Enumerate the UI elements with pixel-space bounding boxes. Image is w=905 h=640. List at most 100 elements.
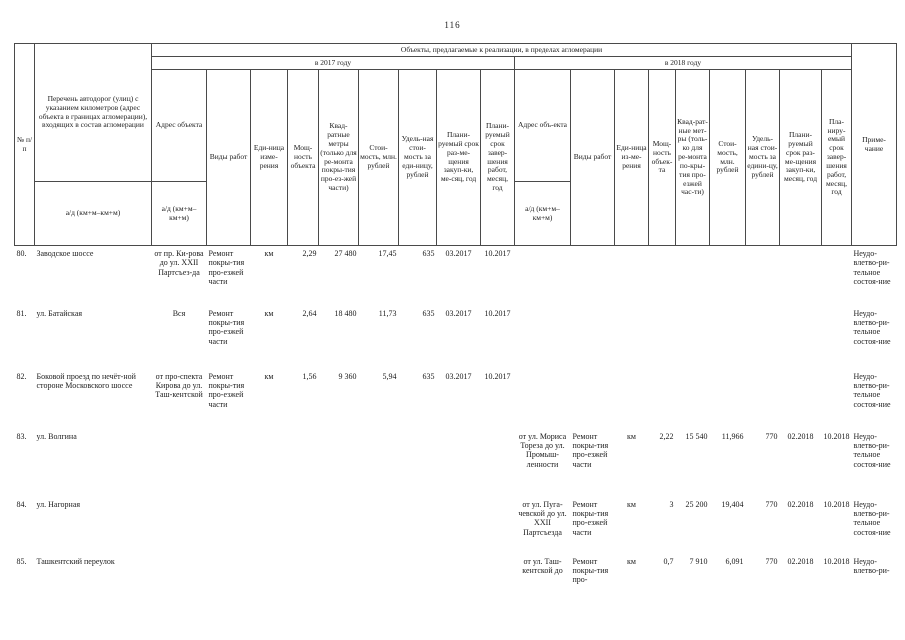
header-year-2017: в 2017 году (151, 56, 515, 70)
roads-table: № п/п Перечень автодорог (улиц) с указан… (14, 43, 898, 640)
table-cell: Боковой проезд по нечёт-ной стороне Моск… (36, 371, 136, 390)
table-cell: Ремонт покры-тия про-езжей части (208, 371, 245, 409)
table-cell (676, 246, 710, 306)
col-header-capacity-2018: Мощ-ность объек-та (648, 69, 676, 246)
table-cell: 10.2017 (484, 371, 511, 381)
table-cell: 03.2017 (445, 371, 472, 381)
table-cell: 770 (765, 499, 778, 509)
table-cell (615, 306, 649, 369)
table-row: 85. Ташкентский переулок от ул. Таш-кентск… (15, 554, 897, 640)
table-cell: 81. (16, 308, 27, 318)
table-cell: 9 360 (338, 371, 357, 381)
table-cell: Ташкентский переулок (36, 556, 115, 566)
table-cell: Вся (172, 308, 186, 318)
table-cell (399, 429, 437, 497)
table-header: № п/п Перечень автодорог (улиц) с указан… (14, 43, 898, 246)
table-cell (251, 497, 288, 554)
table-cell (649, 246, 676, 306)
table-cell (152, 497, 207, 554)
table-cell: от про-спекта Кирова до ул. Таш-кентской (155, 371, 203, 400)
table-cell: 02.2018 (787, 431, 814, 441)
table-cell (515, 306, 571, 369)
table-row: 80. Заводское шоссе от пр. Ки-рова до ул. … (15, 246, 897, 306)
table-cell (152, 554, 207, 640)
col-header-address-sub-2018: а/д (км+м–км+м) (514, 181, 571, 246)
page-number: 116 (444, 20, 461, 30)
table-cell: 10.2017 (484, 249, 511, 258)
table-cell: 85. (16, 556, 27, 566)
table-cell (481, 497, 515, 554)
table-cell (615, 246, 649, 306)
table-cell (207, 554, 251, 640)
table-cell: Ремонт покры-тия про-езжей части (208, 308, 245, 346)
table-cell (399, 554, 437, 640)
table-cell: 02.2018 (787, 499, 814, 509)
col-header-completion-2018: Пла-ниру-емый срок завер-шения работ, ме… (820, 69, 853, 246)
col-header-address-2018: Адрес объ-екта (514, 69, 571, 182)
table-cell: км (264, 371, 274, 381)
header-row-objects: № п/п Перечень автодорог (улиц) с указан… (14, 43, 898, 246)
table-cell: Неудо-влетво-ри-тельное состоя-ние (853, 371, 891, 409)
table-cell: ул. Батайская (36, 308, 83, 318)
col-header-unitcost-2018: Удель-ная стои-мость за едини-цу, рублей (745, 69, 780, 246)
table-cell: 03.2017 (445, 308, 472, 318)
table-body: 80. Заводское шоссе от пр. Ки-рова до ул. … (15, 246, 897, 640)
table-cell (359, 554, 399, 640)
table-cell (437, 497, 481, 554)
table-cell (676, 369, 710, 429)
table-cell (437, 429, 481, 497)
table-cell: от ул. Таш-кентской до (522, 556, 563, 575)
table-cell (288, 554, 319, 640)
table-cell (571, 369, 615, 429)
col-header-sqm-2017: Квад-ратные метры (только для ре-монта п… (318, 69, 359, 246)
table-cell: 10.2018 (823, 499, 850, 509)
table-cell (710, 306, 746, 369)
table-cell: ул. Нагорная (36, 499, 81, 509)
col-header-unit-2018: Еди-ница из-ме-рения (614, 69, 649, 246)
table-cell: 6,091 (725, 556, 744, 566)
col-header-unitcost-2017: Удель-ная стои-мость за еди-ницу, рублей (398, 69, 437, 246)
table-cell: 27 480 (334, 249, 357, 258)
col-header-cost-2018: Стои-мость, млн. рублей (709, 69, 746, 246)
table-cell (437, 554, 481, 640)
table-cell: км (264, 249, 274, 258)
table-cell: км (264, 308, 274, 318)
table-cell (152, 429, 207, 497)
table-cell: от пр. Ки-рова до ул. XXII Партсъез-да (154, 249, 204, 277)
table-cell (822, 369, 852, 429)
table-cell (780, 306, 822, 369)
table-cell (746, 369, 780, 429)
header-row-columns: Адрес объекта Виды работ Еди-ница изме-р… (15, 69, 897, 246)
table-cell (251, 429, 288, 497)
table-cell (207, 429, 251, 497)
table-cell: 770 (765, 431, 778, 441)
table-cell: 2,22 (659, 431, 674, 441)
col-header-roads: Перечень автодорог (улиц) с указанием ки… (34, 43, 152, 182)
table-cell: 15 540 (685, 431, 708, 441)
table-cell: 19,404 (721, 499, 744, 509)
table-cell: 11,966 (721, 431, 744, 441)
table-cell (319, 554, 359, 640)
col-header-capacity-2017: Мощ-ность объекта (287, 69, 319, 246)
table-cell (319, 497, 359, 554)
col-header-unit-2017: Еди-ница изме-рения (250, 69, 288, 246)
table-cell: 03.2017 (445, 249, 472, 258)
col-header-works-2017: Виды работ (206, 69, 251, 246)
table-cell (207, 497, 251, 554)
header-row-subaddress: а/д (км+м–км+м) а/д (км+м–км+м) а/д (км+… (15, 181, 897, 246)
header-year-2018: в 2018 году (513, 56, 853, 70)
col-header-completion-2017: Плани-руемый срок завер-шения работ, мес… (480, 69, 515, 246)
table-cell: 10.2018 (823, 431, 850, 441)
table-cell: 25 200 (685, 499, 708, 509)
table-cell (649, 369, 676, 429)
table-cell (515, 369, 571, 429)
table-cell: 17,45 (378, 249, 397, 258)
header-objects-band: Объекты, предлагаемые к реализации, в пр… (150, 43, 853, 57)
table-cell: 83. (16, 431, 27, 441)
table-cell (359, 497, 399, 554)
table-cell (649, 306, 676, 369)
table-cell: 635 (422, 371, 435, 381)
table-cell: Ремонт покры-тия про- (572, 556, 609, 585)
col-header-sqm-2018: Квад-рат-ные мет-ры (толь-ко для ре-монт… (675, 69, 710, 246)
table-cell: Неудо-влетво-ри-тельное состоя-ние (853, 431, 891, 469)
